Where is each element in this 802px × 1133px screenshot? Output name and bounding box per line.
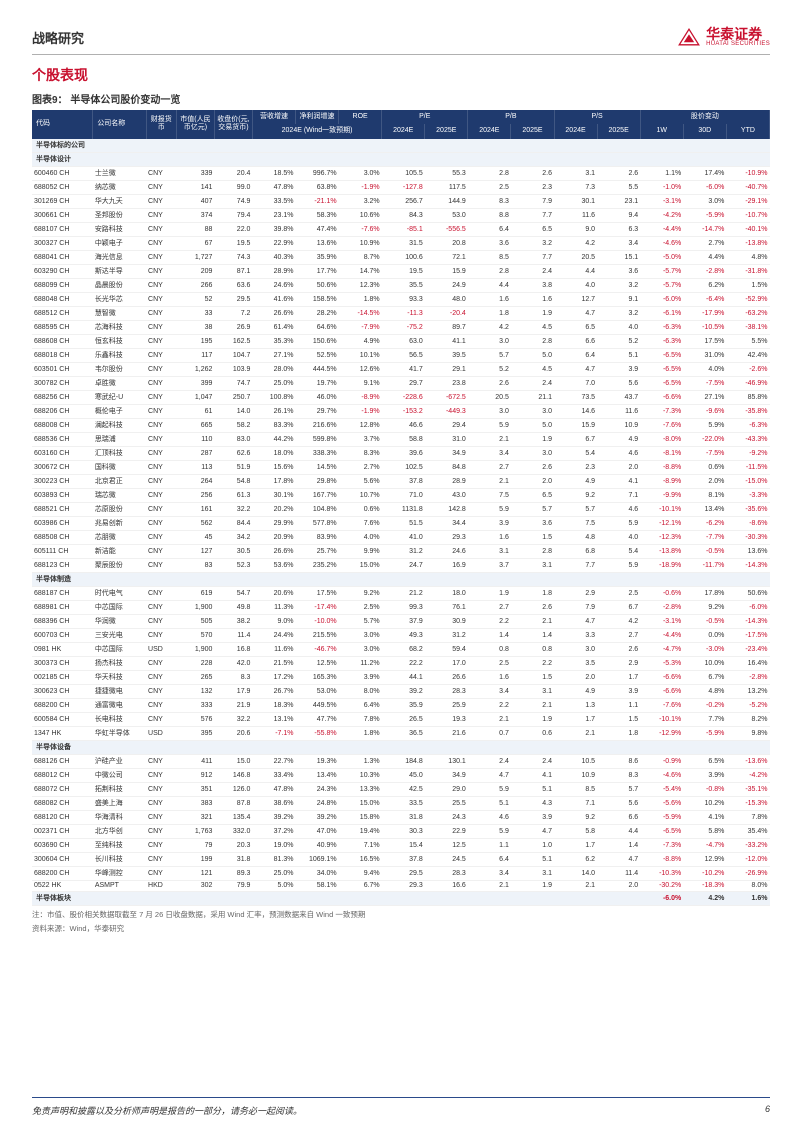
- col-ps25: 2025E: [597, 124, 640, 138]
- col-ytd: YTD: [726, 124, 769, 138]
- table-row: 301269 CH华大九天CNY40774.933.5%-21.1%3.2%25…: [32, 194, 770, 208]
- table-row: 688508 CH芯朋微CNY4534.220.9%83.9%4.0%41.02…: [32, 530, 770, 544]
- col-mv: 市值(人民币亿元): [176, 110, 214, 139]
- table-row: 688396 CH华润微CNY50538.29.0%-10.0%5.7%37.9…: [32, 614, 770, 628]
- table-row: 300672 CH国科微CNY11351.915.6%14.5%2.7%102.…: [32, 460, 770, 474]
- table-row: 688608 CH恒玄科技CNY195162.535.3%150.6%4.9%6…: [32, 334, 770, 348]
- chart-title: 图表9： 半导体公司股价变动一览: [32, 91, 770, 106]
- col-np: 净利润增速: [296, 110, 339, 124]
- table-row: 688120 CH华海清科CNY321135.439.2%39.2%15.8%3…: [32, 810, 770, 824]
- table-row: 688123 CH聚辰股份CNY8352.353.6%235.2%15.0%24…: [32, 558, 770, 572]
- table-row: 688018 CH乐鑫科技CNY117104.727.1%52.5%10.1%5…: [32, 348, 770, 362]
- col-ps24: 2024E: [554, 124, 597, 138]
- col-pb: P/B: [468, 110, 554, 124]
- col-name: 公司名称: [93, 110, 146, 139]
- table-row: 603501 CH韦尔股份CNY1,262103.928.0%444.5%12.…: [32, 362, 770, 376]
- table-row: 603160 CH汇顶科技CNY28762.618.0%338.3%8.3%39…: [32, 446, 770, 460]
- table-row: 1347 HK华虹半导体USD39520.6-7.1%-55.8%1.8%36.…: [32, 726, 770, 740]
- col-chg: 股价变动: [640, 110, 769, 124]
- col-code: 代码: [32, 110, 93, 139]
- section-title: 个股表现: [32, 65, 770, 85]
- col-30d: 30D: [683, 124, 726, 138]
- table-row: 688107 CH安路科技CNY8822.039.8%47.4%-7.6%-85…: [32, 222, 770, 236]
- footer-page: 6: [765, 1104, 770, 1117]
- table-note-1: 注：市值、股价相关数据取截至 7 月 26 日收盘数据，采用 Wind 汇率，预…: [32, 910, 770, 921]
- table-row: 688512 CH慧智微CNY337.226.6%28.2%-14.5%-11.…: [32, 306, 770, 320]
- table-row: 603893 CH瑞芯微CNY25661.330.1%167.7%10.7%71…: [32, 488, 770, 502]
- table-row: 300373 CH扬杰科技CNY22842.021.5%12.5%11.2%22…: [32, 656, 770, 670]
- table-row: 002185 CH华天科技CNY2658.317.2%165.3%3.9%44.…: [32, 670, 770, 684]
- table-row: 688206 CH概伦电子CNY6114.026.1%29.7%-1.9%-15…: [32, 404, 770, 418]
- table-row: 688595 CH芯海科技CNY3826.961.4%64.6%-7.9%-75…: [32, 320, 770, 334]
- col-price: 收盘价(元,交易货币): [214, 110, 252, 139]
- table-row: 300223 CH北京君正CNY26454.817.8%29.8%5.6%37.…: [32, 474, 770, 488]
- logo-subtext: HUATAI SECURITIES: [706, 41, 770, 47]
- table-row: 688041 CH海光信息CNY1,72774.340.3%35.9%8.7%1…: [32, 250, 770, 264]
- table-row: 300327 CH中颖电子CNY6719.522.9%13.6%10.9%31.…: [32, 236, 770, 250]
- table-row: 605111 CH新洁能CNY12730.526.6%25.7%9.9%31.2…: [32, 544, 770, 558]
- table-row: 603290 CH斯达半导CNY20987.128.9%17.7%14.7%19…: [32, 264, 770, 278]
- table-row: 688072 CH拓荆科技CNY351126.047.8%24.3%13.3%4…: [32, 782, 770, 796]
- table-row: 688012 CH中微公司CNY912146.833.4%13.4%10.3%4…: [32, 768, 770, 782]
- stock-table: 代码 公司名称 财报货币 市值(人民币亿元) 收盘价(元,交易货币) 营收增速 …: [32, 110, 770, 906]
- table-row: 300623 CH捷捷微电CNY13217.926.7%53.0%8.0%39.…: [32, 684, 770, 698]
- col-pe: P/E: [382, 110, 468, 124]
- table-row: 600703 CH三安光电CNY57011.424.4%215.5%3.0%49…: [32, 628, 770, 642]
- table-row: 600460 CH士兰微CNY33920.418.5%996.7%3.0%105…: [32, 166, 770, 180]
- col-pb24: 2024E: [468, 124, 511, 138]
- table-row: 002371 CH北方华创CNY1,763332.037.2%47.0%19.4…: [32, 824, 770, 838]
- huatai-logo-icon: [676, 24, 702, 50]
- table-row: 688521 CH芯原股份CNY16132.220.2%104.8%0.6%11…: [32, 502, 770, 516]
- col-pe24: 2024E: [382, 124, 425, 138]
- chart-label: 图表9：: [32, 95, 68, 106]
- footer-disclaimer: 免责声明和披露以及分析师声明是报告的一部分，请务必一起阅读。: [32, 1104, 302, 1117]
- table-row: 688008 CH澜起科技CNY66558.283.3%216.6%12.8%4…: [32, 418, 770, 432]
- group-row: 半导体标的公司: [32, 139, 770, 153]
- table-row: 688981 CH中芯国际CNY1,90049.811.3%-17.4%2.5%…: [32, 600, 770, 614]
- table-row: 300661 CH圣邦股份CNY37479.423.1%58.3%10.6%84…: [32, 208, 770, 222]
- page-header: 战略研究 华泰证券 HUATAI SECURITIES: [32, 24, 770, 55]
- table-row: 603986 CH兆易创新CNY56284.429.9%577.8%7.6%51…: [32, 516, 770, 530]
- summary-row: 半导体板块-6.0%4.2%1.6%: [32, 891, 770, 905]
- brand-logo: 华泰证券 HUATAI SECURITIES: [676, 24, 770, 50]
- table-note-2: 资料来源：Wind，华泰研究: [32, 924, 770, 935]
- group-row: 半导体制造: [32, 572, 770, 586]
- col-sub24: 2024E (Wind一致预期): [252, 124, 381, 138]
- table-row: 688536 CH思瑞浦CNY11083.044.2%599.8%3.7%58.…: [32, 432, 770, 446]
- table-row: 300782 CH卓胜微CNY39974.725.0%19.7%9.1%29.7…: [32, 376, 770, 390]
- table-body: 半导体标的公司半导体设计600460 CH士兰微CNY33920.418.5%9…: [32, 139, 770, 906]
- header-title: 战略研究: [32, 28, 84, 47]
- page-footer: 免责声明和披露以及分析师声明是报告的一部分，请务必一起阅读。 6: [32, 1097, 770, 1117]
- col-currency: 财报货币: [146, 110, 176, 139]
- table-row: 688200 CH通富微电CNY33321.918.3%449.5%6.4%35…: [32, 698, 770, 712]
- table-row: 600584 CH长电科技CNY57632.213.1%47.7%7.8%26.…: [32, 712, 770, 726]
- chart-name: 半导体公司股价变动一览: [70, 95, 180, 106]
- col-pe25: 2025E: [425, 124, 468, 138]
- col-roe: ROE: [339, 110, 382, 124]
- table-row: 688052 CH纳芯微CNY14199.047.8%63.8%-1.9%-12…: [32, 180, 770, 194]
- table-row: 688200 CH华峰测控CNY12189.325.0%34.0%9.4%29.…: [32, 866, 770, 880]
- table-row: 688256 CH寒武纪-UCNY1,047250.7100.8%46.0%-8…: [32, 390, 770, 404]
- col-pb25: 2025E: [511, 124, 554, 138]
- table-row: 0981 HK中芯国际USD1,90016.811.6%-46.7%3.0%68…: [32, 642, 770, 656]
- table-row: 688126 CH沪硅产业CNY41115.022.7%19.3%1.3%184…: [32, 754, 770, 768]
- table-row: 688187 CH时代电气CNY61954.720.6%17.5%9.2%21.…: [32, 586, 770, 600]
- table-header: 代码 公司名称 财报货币 市值(人民币亿元) 收盘价(元,交易货币) 营收增速 …: [32, 110, 770, 139]
- col-rev: 营收增速: [252, 110, 295, 124]
- table-row: 688048 CH长光华芯CNY5229.541.6%158.5%1.8%93.…: [32, 292, 770, 306]
- table-row: 688082 CH盛美上海CNY38387.838.6%24.8%15.0%33…: [32, 796, 770, 810]
- table-row: 300604 CH长川科技CNY19931.881.3%1069.1%16.5%…: [32, 852, 770, 866]
- table-row: 603690 CH至纯科技CNY7920.319.0%40.9%7.1%15.4…: [32, 838, 770, 852]
- col-ps: P/S: [554, 110, 640, 124]
- group-row: 半导体设备: [32, 740, 770, 754]
- col-1w: 1W: [640, 124, 683, 138]
- table-row: 0522 HKASMPTHKD30279.95.0%58.1%6.7%29.31…: [32, 880, 770, 891]
- logo-text: 华泰证券: [706, 27, 770, 41]
- group-row: 半导体设计: [32, 152, 770, 166]
- table-row: 688099 CH晶晨股份CNY26663.624.6%50.6%12.3%35…: [32, 278, 770, 292]
